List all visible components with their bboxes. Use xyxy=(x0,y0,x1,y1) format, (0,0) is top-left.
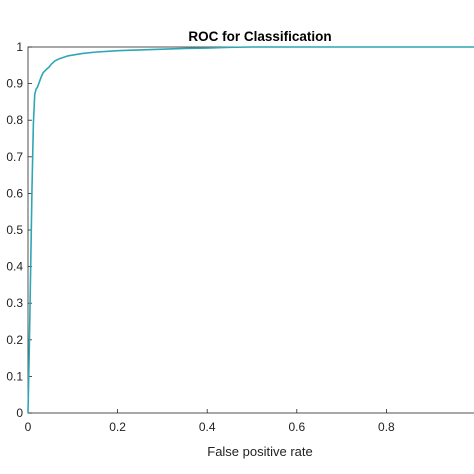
y-tick-labels: 0 0.1 0.2 0.3 0.4 0.5 0.6 0.7 0.8 0.9 1 xyxy=(6,40,23,420)
y-tick-label: 0.3 xyxy=(6,296,23,310)
y-tick-label: 1 xyxy=(16,40,23,54)
roc-curve-line xyxy=(27,46,474,414)
y-tick-label: 0.9 xyxy=(6,77,23,91)
x-axis-label: False positive rate xyxy=(207,444,313,459)
y-tick-label: 0.7 xyxy=(6,150,23,164)
x-tick-label: 0.2 xyxy=(109,420,126,434)
x-tick-label: 0.6 xyxy=(288,420,305,434)
x-tick-label: 0.8 xyxy=(378,420,395,434)
x-tick-label: 0 xyxy=(25,420,32,434)
y-tick-label: 0.6 xyxy=(6,186,23,200)
chart-title: ROC for Classification xyxy=(188,29,331,44)
x-tick-labels: 0 0.2 0.4 0.6 0.8 xyxy=(25,420,395,434)
y-tick-label: 0 xyxy=(16,406,23,420)
plot-frame xyxy=(27,46,474,414)
y-tick-label: 0.4 xyxy=(6,260,23,274)
y-tick-label: 0.2 xyxy=(6,333,23,347)
y-tick-label: 0.1 xyxy=(6,369,23,383)
y-tick-label: 0.5 xyxy=(6,223,23,237)
x-tick-label: 0.4 xyxy=(199,420,216,434)
y-tick-label: 0.8 xyxy=(6,113,23,127)
